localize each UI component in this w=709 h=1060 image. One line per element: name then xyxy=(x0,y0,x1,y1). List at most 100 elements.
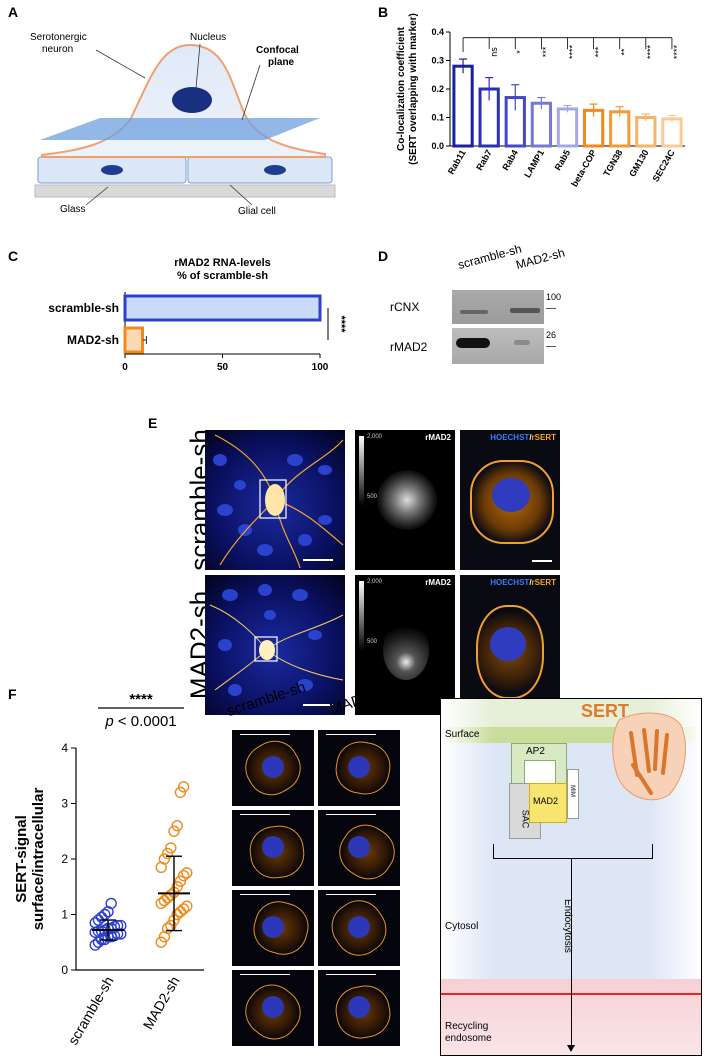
bar-scramble-sh xyxy=(123,294,322,322)
panel-letter-e: E xyxy=(148,415,158,431)
y-axis-label-line: surface/intracellular xyxy=(30,788,47,931)
sig-label: **** xyxy=(567,44,577,59)
cytosol-label: Cytosol xyxy=(445,921,479,932)
f-cell-image xyxy=(318,890,400,966)
confocal-label: Confocal xyxy=(256,45,299,56)
neuron-nucleus xyxy=(172,87,212,113)
ap2-box: AP2 xyxy=(511,743,567,785)
data-point xyxy=(89,939,101,951)
glial-nucleus-right xyxy=(264,165,286,175)
f-cell-image xyxy=(232,890,314,966)
mw-100: 100 xyxy=(546,292,562,302)
blot-col-mad2: MAD2-sh xyxy=(514,245,567,272)
y-tick-label: 1 xyxy=(61,908,68,922)
sert-signal-chart: 0 1 2 3 4 SERT-signalsurface/intracellular ***… xyxy=(13,691,204,1048)
panel-letter-f: F xyxy=(8,686,17,702)
data-point xyxy=(177,781,190,793)
data-point xyxy=(181,900,193,912)
rmad2-image-mad2: 2,000 500 rMAD2 xyxy=(355,575,455,715)
blot-row-rcnx: rCNX xyxy=(390,300,420,314)
x-tick-label: SEC24C xyxy=(651,148,677,184)
y-tick-label: 3 xyxy=(61,797,68,811)
blot-col-scramble: scramble-sh xyxy=(456,241,524,272)
data-point xyxy=(99,908,111,921)
y-tick-label: 0.1 xyxy=(431,113,444,123)
blot-band-rcnx xyxy=(452,290,544,324)
bar-Rab5 xyxy=(556,107,579,148)
data-point xyxy=(89,917,101,929)
f-cell-image xyxy=(232,730,314,806)
y-tick-label: MAD2-sh xyxy=(67,333,119,347)
overview-image-scramble xyxy=(205,430,345,570)
plane-label: plane xyxy=(268,57,295,68)
mim-box: MIM xyxy=(567,769,579,819)
neuron-schematic: Nucleus Serotonergic neuron Confocal pla… xyxy=(30,32,336,217)
x-tick-label: Rab5 xyxy=(553,148,573,172)
bar-GM130 xyxy=(635,116,657,148)
data-point xyxy=(181,867,193,879)
data-point xyxy=(174,875,187,887)
bar-MAD2-sh xyxy=(123,326,145,354)
y-axis-label-line: (SERT overlapping with marker) xyxy=(408,13,419,165)
merge-image-scramble: HOECHST/rSERT xyxy=(460,430,560,570)
blot-row-rmad2: rMAD2 xyxy=(390,340,428,354)
sig-label: * xyxy=(515,50,525,54)
intensity-scale xyxy=(359,436,364,506)
data-point xyxy=(165,889,177,901)
data-point xyxy=(171,908,183,921)
endocytosis-arrow xyxy=(571,858,572,1048)
bar-Rab11 xyxy=(452,64,474,148)
sert-label: SERT xyxy=(581,701,630,721)
f-cell-image xyxy=(232,970,314,1046)
data-point xyxy=(171,881,183,893)
sig-label: **** xyxy=(129,691,153,708)
x-tick-label: GM130 xyxy=(627,148,650,179)
y-axis-label-line: Co-localization coefficient xyxy=(396,26,407,151)
data-point xyxy=(168,825,180,837)
sig-label: ** xyxy=(620,48,630,56)
rna-levels-chart: rMAD2 RNA-levels% of scramble-sh 0 50 100 sc… xyxy=(48,257,347,373)
data-point xyxy=(177,869,190,882)
data-point xyxy=(105,897,117,910)
sig-label: **** xyxy=(335,315,347,333)
panel-letter-b: B xyxy=(378,4,389,20)
x-tick-label: Rab7 xyxy=(474,148,494,172)
data-point xyxy=(158,894,171,907)
data-point xyxy=(174,906,187,918)
sig-label: **** xyxy=(646,44,656,59)
chart-title-line2: % of scramble-sh xyxy=(177,270,268,282)
y-tick-label: 0.3 xyxy=(431,56,444,66)
colocalization-chart: 0.0 0.1 0.2 0.3 0.4 Co-localization coefficie… xyxy=(396,13,685,189)
glial-cell-right xyxy=(187,156,333,184)
glass-label: Glass xyxy=(60,204,86,215)
y-tick-label: 0.2 xyxy=(431,84,444,94)
sert-protein xyxy=(612,712,686,801)
bar-SEC24C xyxy=(661,117,683,148)
x-tick-label: 0 xyxy=(122,362,128,373)
sig-label: *** xyxy=(541,46,551,57)
confocal-plane xyxy=(40,118,320,140)
x-tick-label: Rab11 xyxy=(446,148,468,176)
p-symbol: p xyxy=(104,713,113,730)
glial-label: Glial cell xyxy=(238,206,276,217)
data-point xyxy=(155,936,167,948)
neuron-label: neuron xyxy=(42,44,73,55)
y-axis-label-line: SERT-signal xyxy=(13,815,30,903)
x-tick-label: Rab4 xyxy=(500,148,520,172)
data-point xyxy=(158,853,171,865)
rmad2-image-scramble: 2,000 500 rMAD2 xyxy=(355,430,455,570)
x-tick-label: MAD2-sh xyxy=(140,974,183,1033)
y-axis-label: Co-localization coefficient(SERT overlap… xyxy=(396,13,419,165)
f-image-grid xyxy=(232,730,404,1048)
sig-label: **** xyxy=(672,44,682,59)
y-tick-label: 0.4 xyxy=(431,27,444,37)
panel-letter-a: A xyxy=(8,4,19,20)
mad2-box: MAD2 xyxy=(529,783,567,823)
recycling-label: Recycling xyxy=(445,1021,489,1032)
f-cell-image xyxy=(232,810,314,886)
data-point xyxy=(155,897,167,910)
sig-label: *** xyxy=(593,46,603,57)
y-tick-label: 0.0 xyxy=(431,141,444,151)
y-tick-label: 4 xyxy=(61,741,68,755)
blot-band-rmad2 xyxy=(452,328,544,364)
